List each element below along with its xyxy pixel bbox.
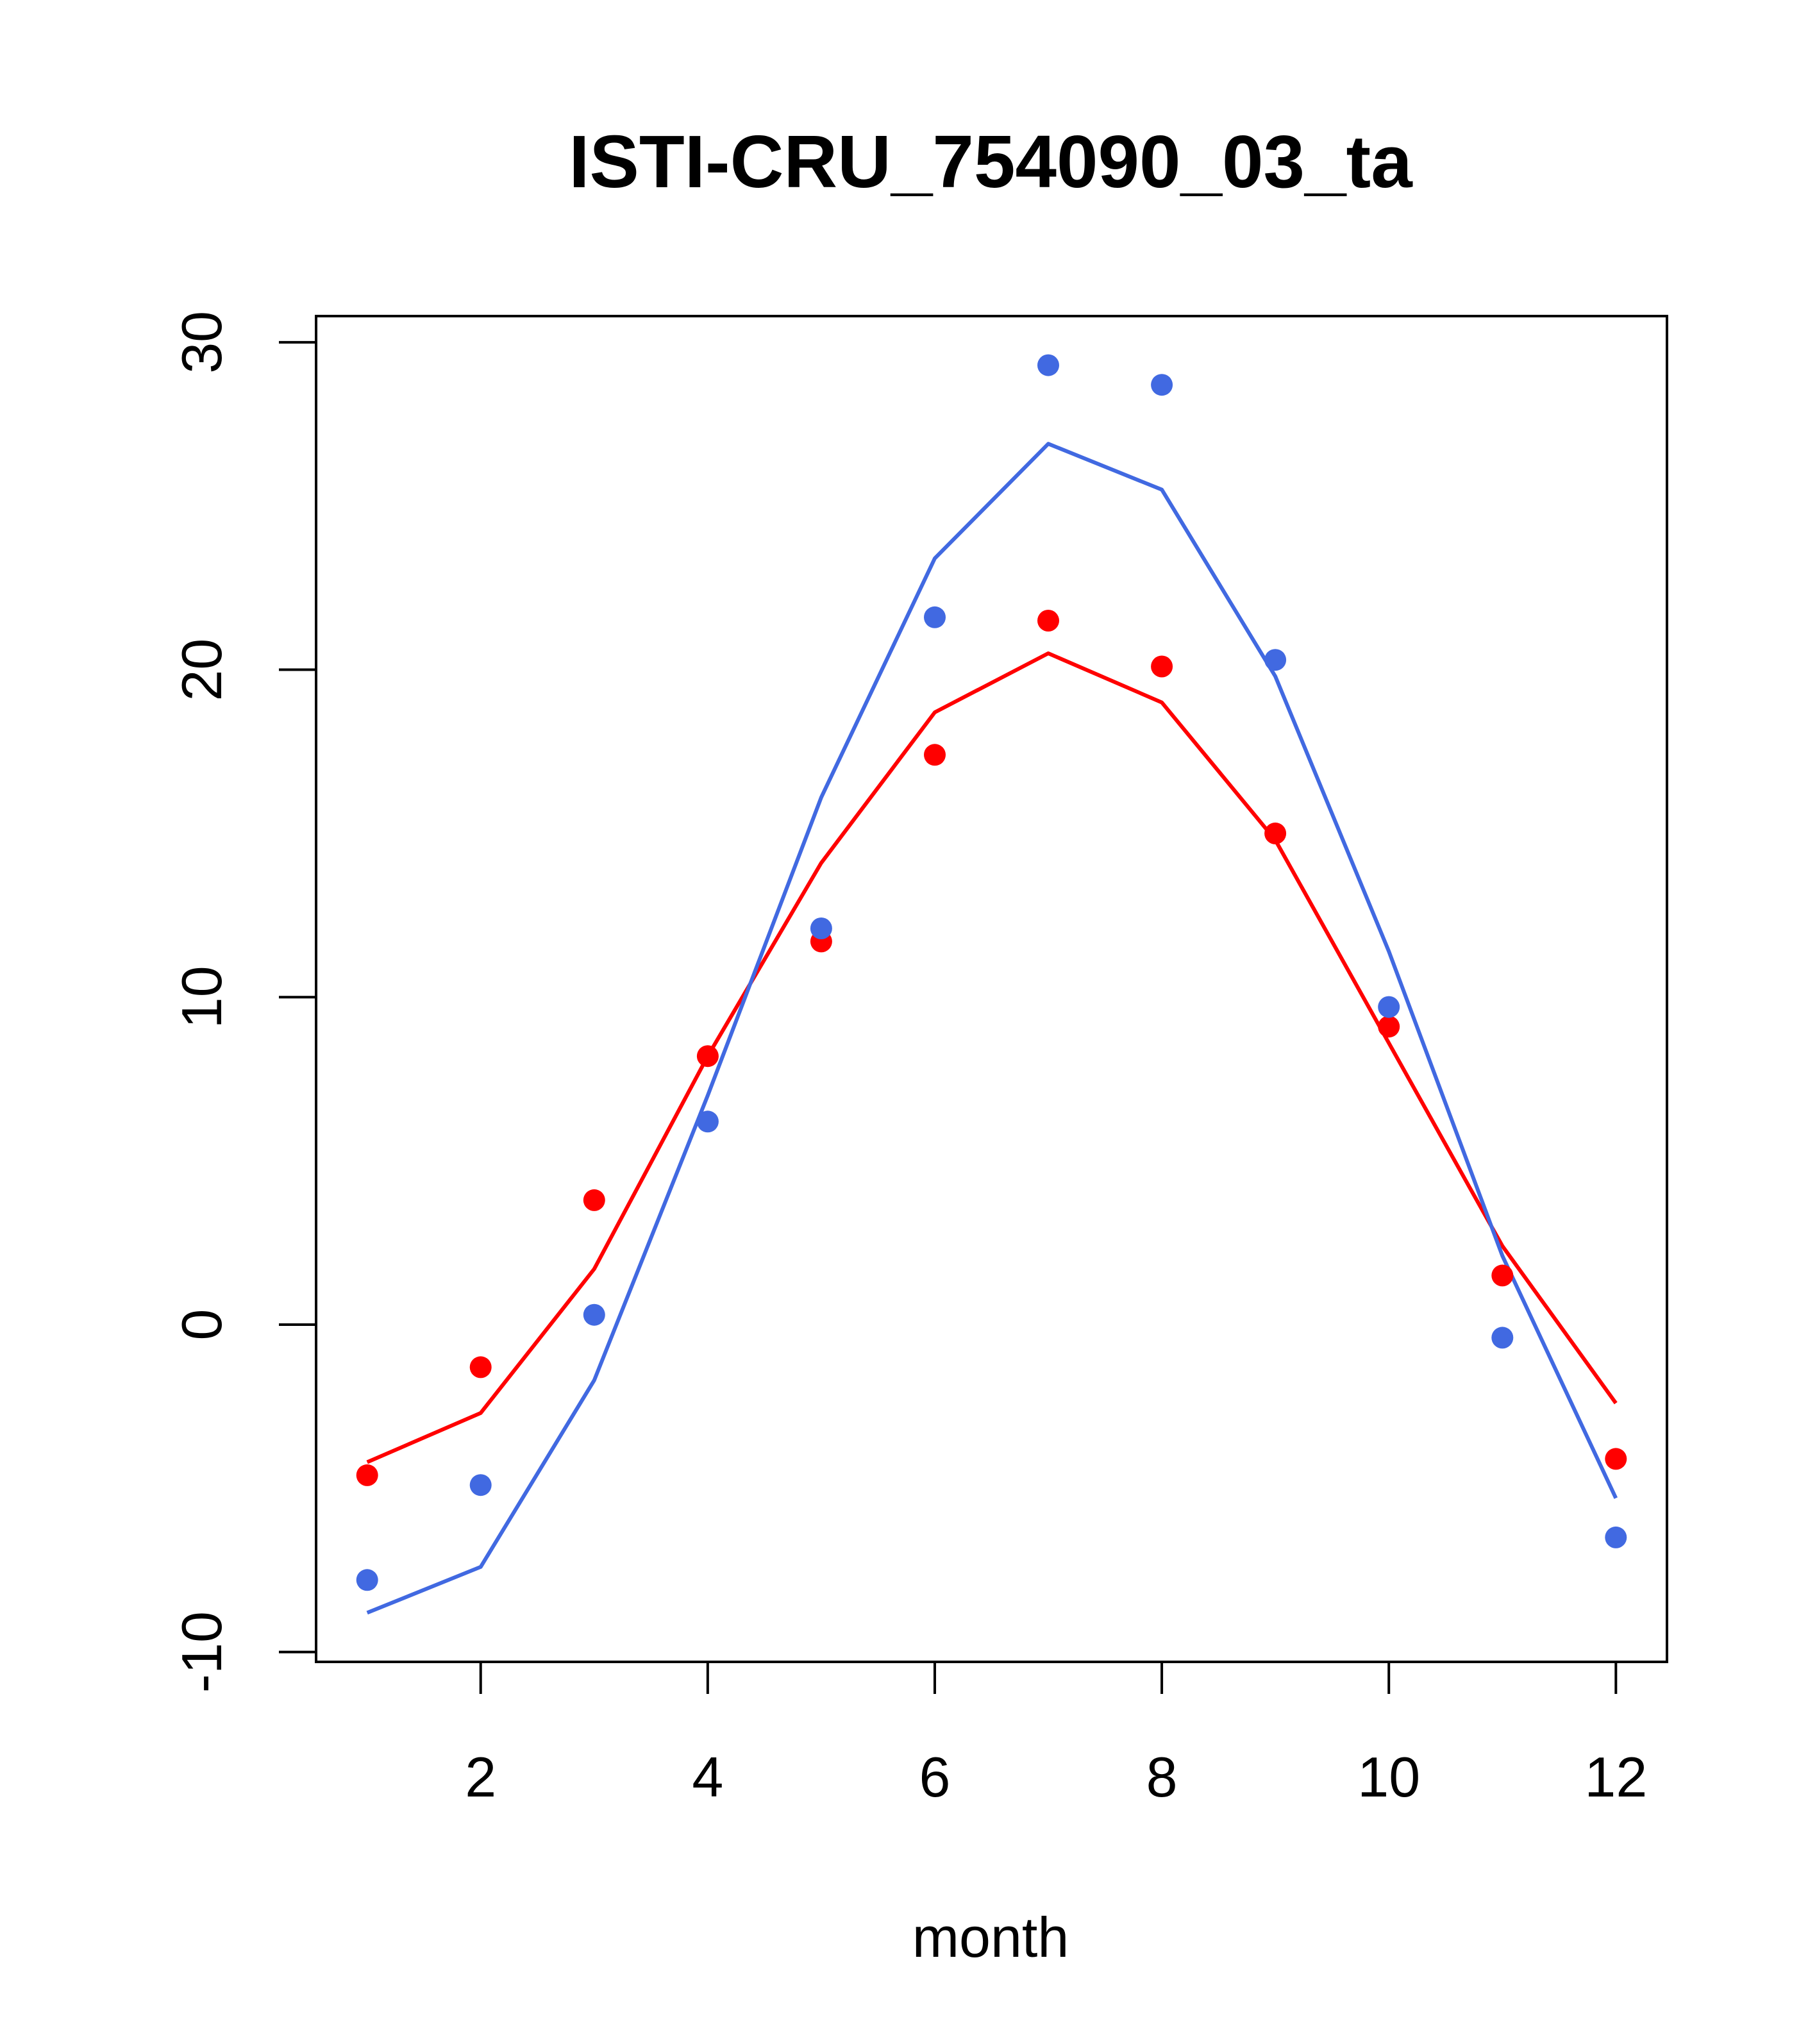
series-1-point xyxy=(924,744,946,766)
x-tick-label: 4 xyxy=(692,1745,723,1809)
series-2-point xyxy=(696,1110,719,1133)
series-1-point xyxy=(356,1464,378,1486)
series-2-line xyxy=(366,442,1618,1615)
series-1-point xyxy=(1491,1264,1514,1287)
series-1-point xyxy=(1151,655,1173,678)
series-2-point xyxy=(810,917,832,939)
series-2-point xyxy=(1151,374,1173,396)
series-2-point xyxy=(1378,996,1400,1018)
plot-frame xyxy=(315,315,1668,1663)
x-tick-label: 10 xyxy=(1357,1745,1420,1809)
y-tick-label: 0 xyxy=(170,1309,233,1340)
series-2-point xyxy=(924,606,946,628)
y-tick-label: -10 xyxy=(170,1611,233,1693)
series-2-point xyxy=(1037,354,1059,376)
series-2-point xyxy=(356,1569,378,1591)
series-2-point xyxy=(469,1474,492,1496)
series-2-point xyxy=(1605,1526,1627,1548)
y-tick-label: 10 xyxy=(170,966,233,1028)
series-layer xyxy=(356,354,1627,1615)
series-1-point xyxy=(696,1045,719,1068)
chart-title: ISTI-CRU_754090_03_ta xyxy=(569,120,1413,203)
x-tick-label: 2 xyxy=(465,1745,496,1809)
x-axis-label: month xyxy=(912,1906,1069,1969)
y-axis: -10 0 10 20 30 xyxy=(170,311,316,1693)
series-1-point xyxy=(1605,1448,1627,1470)
y-tick-label: 30 xyxy=(170,311,233,374)
series-2-point xyxy=(1491,1327,1514,1349)
series-1-point xyxy=(583,1189,605,1211)
x-tick-label: 6 xyxy=(919,1745,950,1809)
series-2-point xyxy=(1264,649,1287,671)
x-axis: 2 4 6 8 10 12 xyxy=(465,1662,1647,1809)
series-2-point xyxy=(583,1303,605,1326)
series-1-line xyxy=(366,651,1618,1464)
x-tick-label: 12 xyxy=(1584,1745,1647,1809)
y-tick-label: 20 xyxy=(170,639,233,701)
x-tick-label: 8 xyxy=(1146,1745,1178,1809)
series-1-point xyxy=(469,1356,492,1378)
series-1-point xyxy=(1037,610,1059,632)
series-1-point xyxy=(1264,822,1287,844)
series-1-point xyxy=(1378,1016,1400,1038)
